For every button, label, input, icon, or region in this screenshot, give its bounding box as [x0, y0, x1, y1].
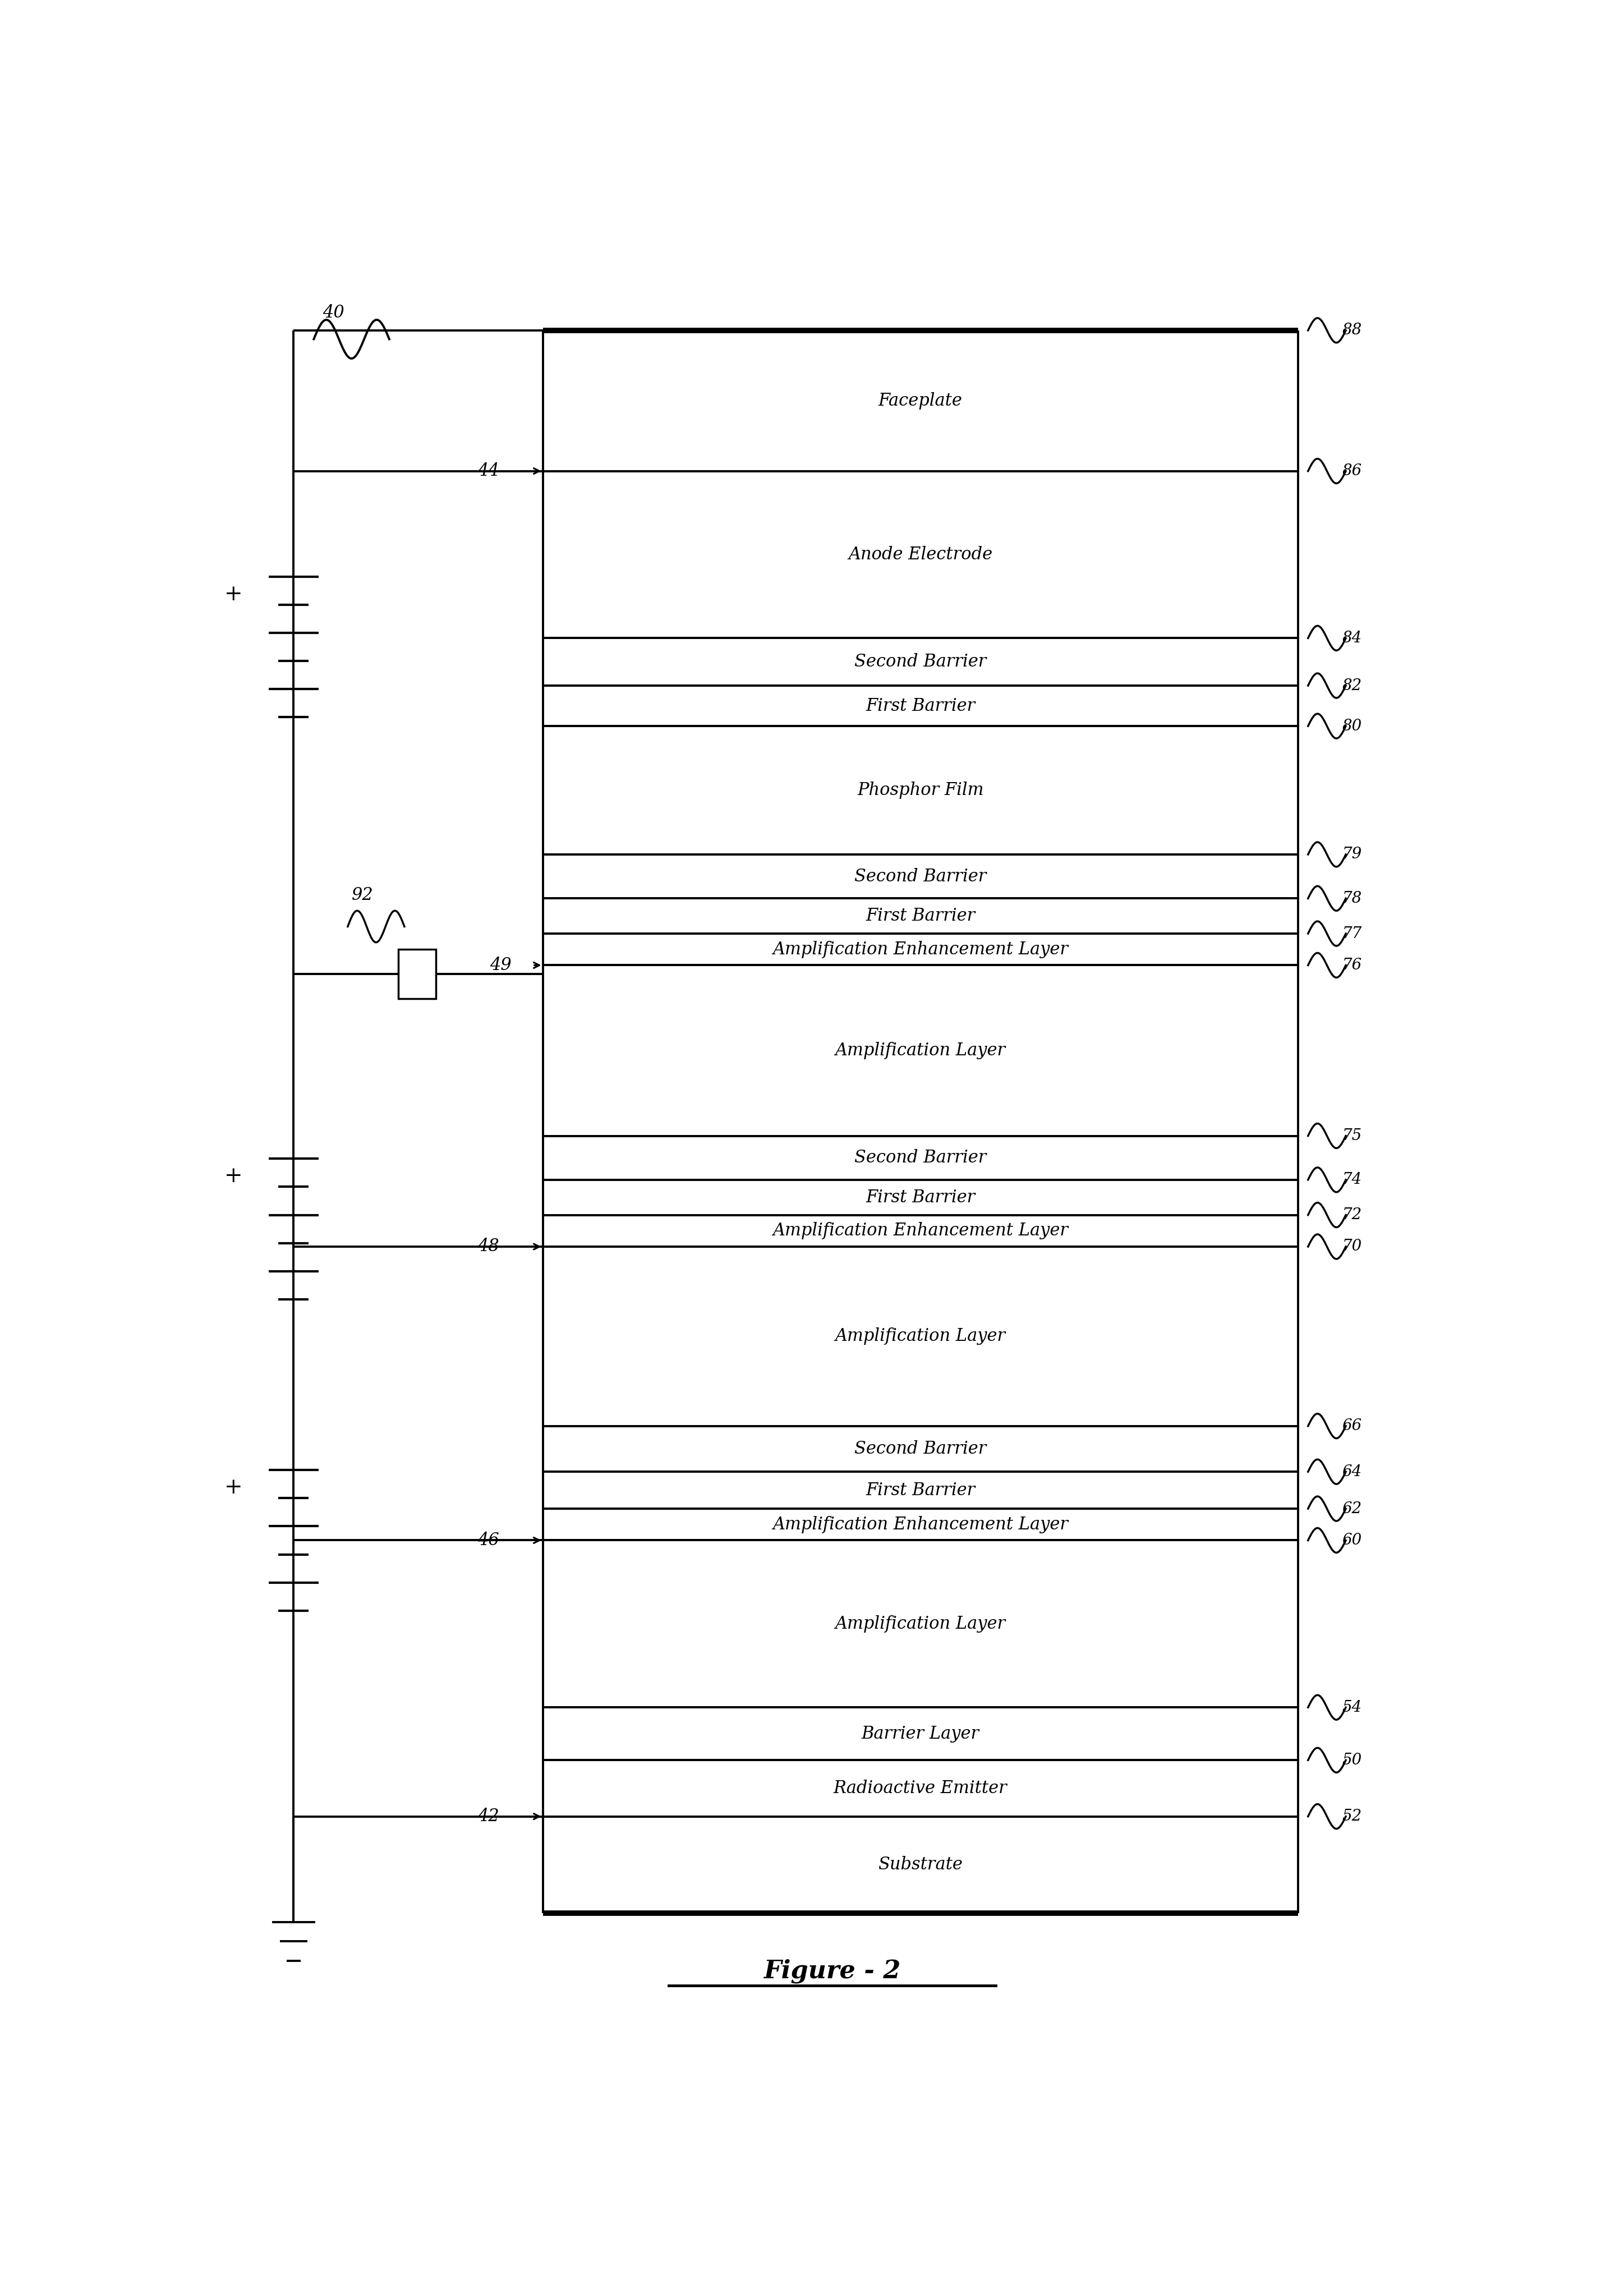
Text: Substrate: Substrate	[879, 1857, 963, 1873]
Text: 64: 64	[1341, 1464, 1363, 1480]
Text: Second Barrier: Second Barrier	[854, 1441, 986, 1457]
Text: Amplification Enhancement Layer: Amplification Enhancement Layer	[773, 1222, 1069, 1240]
Text: 82: 82	[1341, 678, 1363, 692]
Text: Second Barrier: Second Barrier	[854, 653, 986, 671]
Text: First Barrier: First Barrier	[866, 1482, 974, 1498]
Text: 40: 40	[323, 304, 344, 322]
Text: Amplification Layer: Amplification Layer	[835, 1615, 1005, 1633]
Text: 52: 52	[1341, 1809, 1363, 1825]
Text: 86: 86	[1341, 464, 1363, 480]
Text: +: +	[224, 1478, 242, 1498]
Text: Second Barrier: Second Barrier	[854, 868, 986, 886]
Text: Figure - 2: Figure - 2	[763, 1960, 901, 1983]
Text: Amplification Layer: Amplification Layer	[835, 1327, 1005, 1345]
Text: 79: 79	[1341, 847, 1363, 861]
Text: 84: 84	[1341, 630, 1363, 646]
Text: 76: 76	[1341, 957, 1363, 973]
Text: 88: 88	[1341, 322, 1363, 338]
Text: 48: 48	[477, 1238, 499, 1256]
Text: 72: 72	[1341, 1208, 1363, 1222]
Text: Radioactive Emitter: Radioactive Emitter	[833, 1779, 1007, 1798]
Text: +: +	[224, 1165, 242, 1188]
Text: Amplification Layer: Amplification Layer	[835, 1042, 1005, 1060]
Text: 62: 62	[1341, 1501, 1363, 1517]
Text: 42: 42	[477, 1807, 499, 1825]
Text: Anode Electrode: Anode Electrode	[848, 546, 992, 564]
Text: 70: 70	[1341, 1238, 1363, 1254]
Text: 66: 66	[1341, 1418, 1363, 1434]
Text: First Barrier: First Barrier	[866, 697, 974, 715]
Text: Phosphor Film: Phosphor Film	[857, 781, 984, 799]
Text: 46: 46	[477, 1533, 499, 1549]
Text: 50: 50	[1341, 1752, 1363, 1768]
Text: 49: 49	[490, 957, 512, 973]
Text: 44: 44	[477, 461, 499, 480]
Text: +: +	[224, 585, 242, 605]
Text: Amplification Enhancement Layer: Amplification Enhancement Layer	[773, 941, 1069, 957]
Text: Barrier Layer: Barrier Layer	[861, 1724, 979, 1743]
Text: 75: 75	[1341, 1128, 1363, 1144]
Text: First Barrier: First Barrier	[866, 1188, 974, 1206]
Text: 74: 74	[1341, 1172, 1363, 1188]
Text: 77: 77	[1341, 925, 1363, 941]
Text: 60: 60	[1341, 1533, 1363, 1549]
FancyBboxPatch shape	[398, 950, 435, 998]
Text: Second Barrier: Second Barrier	[854, 1149, 986, 1167]
Text: First Barrier: First Barrier	[866, 907, 974, 925]
Text: 54: 54	[1341, 1699, 1363, 1715]
Text: Amplification Enhancement Layer: Amplification Enhancement Layer	[773, 1517, 1069, 1533]
Text: Faceplate: Faceplate	[879, 393, 963, 409]
Text: 92: 92	[351, 886, 374, 904]
Text: 80: 80	[1341, 719, 1363, 733]
Text: 78: 78	[1341, 891, 1363, 907]
